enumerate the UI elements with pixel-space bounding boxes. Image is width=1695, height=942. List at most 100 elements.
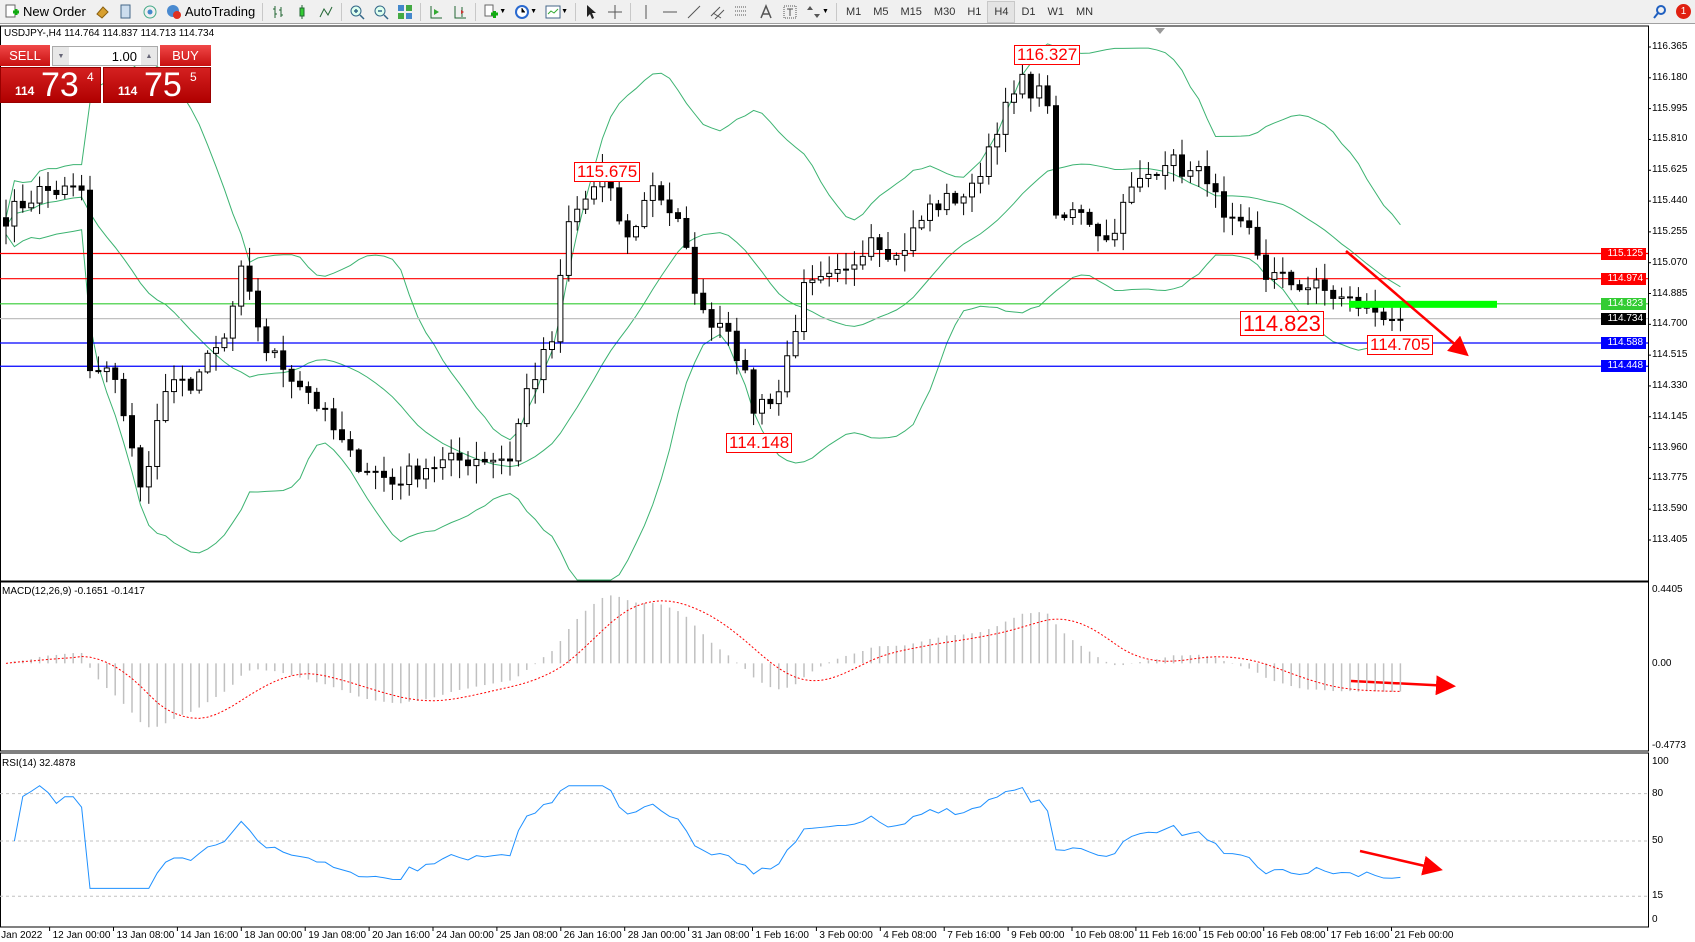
bearish-candle [87,189,93,372]
new-order-button[interactable]: New Order [0,1,90,23]
bearish-candle [733,330,740,362]
autoscroll-button[interactable] [424,1,448,23]
price-axis-label: 115.625 [1652,164,1688,176]
tile-icon [398,4,413,19]
bearish-candle [624,220,631,238]
buy-price[interactable]: 114 75 5 [103,66,211,104]
trendline-tool[interactable] [682,1,706,23]
chart-shift-button[interactable] [448,1,472,23]
line-chart-icon [319,6,333,17]
divider [475,2,477,21]
bearish-candle [137,447,144,488]
bullish-candle [868,237,875,257]
bearish-candle [95,370,102,373]
horizontal-line-tool[interactable] [658,1,682,23]
bullish-candle [431,467,438,470]
bearish-candle [1078,209,1085,213]
bearish-candle [1246,220,1253,228]
price-axis-label: 114.885 [1652,287,1688,299]
timeframe-m1[interactable]: M1 [845,5,862,18]
equidistant-channel-tool[interactable] [706,1,730,23]
bullish-candle [1111,232,1118,241]
bullish-candle [918,219,925,229]
timeframe-m5[interactable]: M5 [873,5,889,18]
bearish-candle [1263,254,1269,280]
timeframe-d1[interactable]: D1 [1021,5,1036,18]
rsi-axis-label: 80 [1652,787,1664,799]
lot-value[interactable]: 1.00 [111,48,137,64]
signals-button[interactable] [138,1,162,23]
search-icon [1653,4,1666,19]
vertical-line-tool[interactable] [634,1,658,23]
lot-size-field[interactable]: ▼ 1.00 ▲ [52,46,158,66]
bullish-candle [1397,318,1404,321]
autotrading-button[interactable]: AutoTrading [162,1,259,23]
bearish-candle [1103,235,1110,241]
bearish-candle [1296,284,1303,291]
timeframe-mn[interactable]: MN [1076,5,1094,18]
support-price-label[interactable]: 114.823 [1240,311,1324,336]
swing-high-label[interactable]: 115.675 [574,162,641,182]
bullish-candle [490,459,497,463]
buy-button[interactable]: BUY [160,45,211,66]
bullish-candle [943,192,950,211]
bullish-candle [649,185,656,201]
bearish-candle [129,415,135,449]
bullish-candle [792,331,799,357]
crosshair-tool[interactable] [603,1,627,23]
chart-canvas[interactable] [0,24,1695,942]
text-label-tool[interactable] [778,1,802,23]
timeframe-h1[interactable]: H1 [967,5,982,18]
timeframe-m15[interactable]: M15 [900,5,922,18]
buy-price-fraction: 5 [190,70,197,84]
zoom-out-button[interactable] [369,1,393,23]
history-center-button[interactable] [90,1,114,23]
bullish-candle [171,379,177,393]
fibonacci-tool[interactable] [730,1,754,23]
macd-axis-zero: 0.00 [1652,658,1672,669]
price-axis-label: 115.995 [1652,102,1688,114]
lot-increase-icon[interactable]: ▲ [141,47,157,65]
high-price-label[interactable]: 116.327 [1014,45,1081,65]
macd-axis-max: 0.4405 [1652,584,1683,595]
templates-button[interactable]: ▼ [541,1,572,23]
sell-button[interactable]: SELL [0,45,50,66]
time-axis-label: 7 Feb 16:00 [947,930,1001,941]
bearish-candle [691,246,698,294]
zoom-in-button[interactable] [345,1,369,23]
line-chart-button[interactable] [314,1,338,23]
sell-price[interactable]: 114 73 4 [0,66,101,104]
time-axis-label: 26 Jan 16:00 [563,930,622,941]
fibonacci-icon [735,6,748,15]
new-order-icon [5,4,19,17]
periods-button[interactable]: ▼ [510,1,541,23]
timeframe-w1[interactable]: W1 [1047,5,1065,18]
bearish-candle [616,187,623,222]
notifications-button[interactable]: 1 [1672,1,1695,23]
bullish-candle [1120,201,1127,234]
lot-decrease-icon[interactable]: ▼ [53,47,69,65]
candlestick-button[interactable] [290,1,314,23]
text-tool[interactable] [754,1,778,23]
bullish-candle [549,341,555,350]
bullish-candle [1011,93,1017,103]
bearish-candle [456,452,463,461]
dropdown-arrow-icon: ▼ [499,8,507,15]
arrows-tool[interactable]: ▼ [802,1,833,23]
price-axis-label: 114.515 [1652,349,1688,361]
cursor-tool[interactable] [579,1,603,23]
time-axis-label: 11 Feb 16:00 [1138,930,1198,941]
search-button[interactable] [1648,1,1672,23]
timeframe-h4[interactable]: H4 [987,0,1016,23]
bar-chart-button[interactable] [266,1,290,23]
timeframe-m30[interactable]: M30 [933,5,956,18]
metaeditor-button[interactable] [114,1,138,23]
horizontal-line-icon [663,11,678,12]
indicators-button[interactable]: ▼ [479,1,510,23]
price-axis-label: 115.810 [1652,133,1688,145]
swing-low-label[interactable]: 114.148 [726,433,793,453]
last-low-label[interactable]: 114.705 [1367,335,1434,355]
bullish-candle [893,254,900,260]
tile-windows-button[interactable] [393,1,417,23]
rsi-axis-label: 0 [1652,914,1658,925]
